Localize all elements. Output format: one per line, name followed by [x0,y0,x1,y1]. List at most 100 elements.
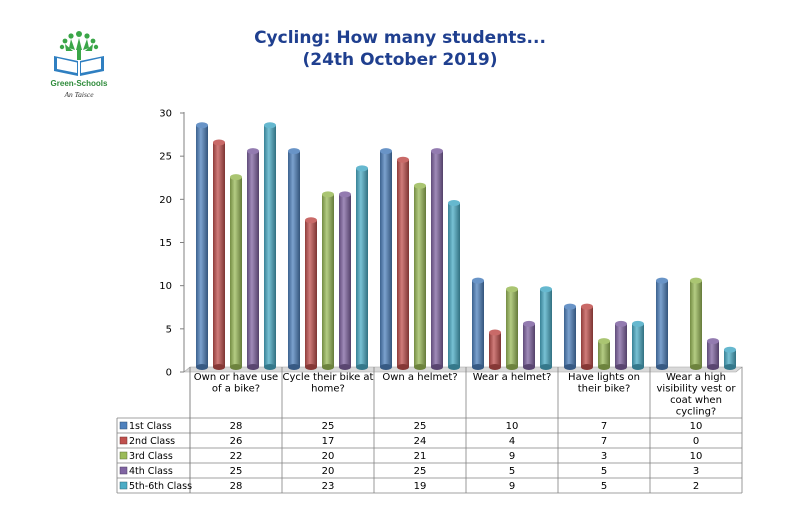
bar-base [247,364,259,370]
bar [489,329,501,370]
data-label: 25 [322,421,335,432]
data-label: 10 [506,421,519,432]
bar-base [581,364,593,370]
bar-top [213,139,225,146]
bar-top [339,191,351,198]
bar-top [724,346,736,353]
legend-label: 3rd Class [129,451,173,462]
x-tick-label: Wear a high visibility vest or coat when cy… [657,372,737,418]
bar-body [213,142,225,367]
bar [288,148,300,370]
bar-body [690,280,702,367]
bar-base [305,364,317,370]
data-label: 3 [601,451,607,462]
bar-body [581,306,593,367]
legend-key [119,436,128,445]
bar-top [506,286,518,293]
bar-top [581,303,593,310]
legend-label: 1st Class [129,421,172,432]
bar-body [322,194,334,367]
bar-base [489,364,501,370]
logo-name: Green-Schools [50,79,108,88]
bar-body [598,341,610,367]
bar-body [356,168,368,367]
legend-key [119,466,128,475]
bar-top [707,338,719,345]
bar [581,303,593,370]
legend-label: 5th-6th Class [129,481,192,492]
bar-top [523,320,535,327]
data-label: 0 [693,436,699,447]
bar-body [288,151,300,367]
bar-base [196,364,208,370]
data-label: 25 [414,466,427,477]
bar-body [414,185,426,367]
y-tick-label: 10 [159,281,172,292]
data-label: 5 [509,466,515,477]
data-label: 21 [414,451,427,462]
legend-key [119,481,128,490]
legend-key [119,451,128,460]
bar-base [339,364,351,370]
bar-body [339,194,351,367]
bar-base [724,364,736,370]
bar-body [448,202,460,367]
y-tick-label: 15 [159,238,172,249]
bar-body [615,323,627,367]
bar-body [380,151,392,367]
y-tick-label: 30 [159,109,172,120]
bar-body [523,323,535,367]
bar-top [288,148,300,155]
x-tick-label: Wear a helmet? [473,372,552,383]
bar-top [356,165,368,172]
data-label: 10 [690,421,703,432]
data-label: 19 [414,481,427,492]
data-label: 2 [693,481,699,492]
bar-top [540,286,552,293]
bar [431,148,443,370]
bar-base [656,364,668,370]
bar [724,346,736,370]
data-label: 9 [509,451,515,462]
data-label: 10 [690,451,703,462]
chart-title-block: Cycling: How many students... (24th Octo… [230,27,570,71]
bar-base [615,364,627,370]
bar-body [431,151,443,367]
logo-subtitle: An Taisce [64,90,94,99]
bar-base [431,364,443,370]
bar-base [230,364,242,370]
bar-top [397,156,409,163]
bar-top [448,199,460,206]
legend-label: 4th Class [129,466,173,477]
data-label: 28 [230,421,243,432]
bar [707,338,719,370]
bar [196,122,208,370]
bar-body [632,323,644,367]
bar [506,286,518,370]
bar-body [230,177,242,367]
bar [414,182,426,370]
data-label: 5 [601,481,607,492]
green-schools-logo: Green-Schools An Taisce [40,26,118,106]
y-tick-label: 0 [166,368,172,379]
bar [448,199,460,370]
bar-base [414,364,426,370]
bar [540,286,552,370]
bar-base [448,364,460,370]
data-label: 7 [601,436,607,447]
bar-base [598,364,610,370]
data-label: 26 [230,436,243,447]
y-tick-label: 5 [166,324,172,335]
bar [380,148,392,370]
bar [523,320,535,370]
bar-base [523,364,535,370]
x-tick-label: Have lights on their bike? [568,372,640,395]
legend-key [119,421,128,430]
chart-title: Cycling: How many students... [254,28,546,48]
legend-label: 2nd Class [129,436,175,447]
bar-top [598,338,610,345]
bar-body [397,159,409,367]
x-tick-label: Own or have use of a bike? [194,372,278,395]
bar-top [632,320,644,327]
